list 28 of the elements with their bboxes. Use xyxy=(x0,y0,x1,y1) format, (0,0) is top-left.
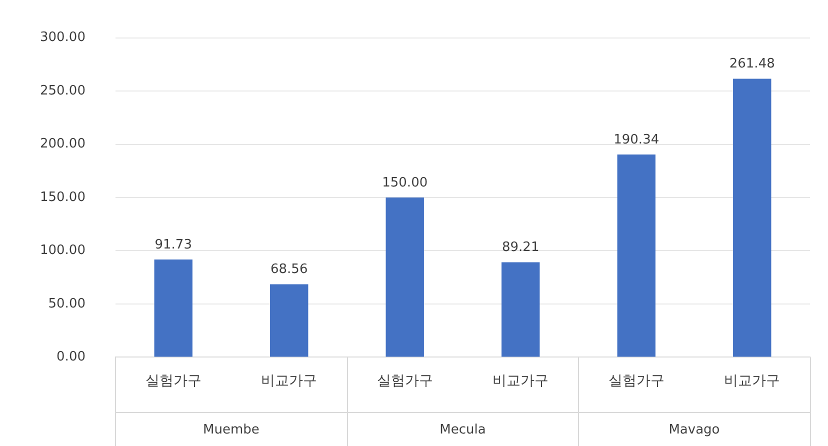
bar xyxy=(502,262,540,357)
bar xyxy=(270,284,308,357)
x-tick-label: 실험가구 xyxy=(608,373,664,390)
x-tick-label: 비교가구 xyxy=(724,373,780,390)
x-tick-label: 실험가구 xyxy=(376,373,433,390)
x-tick-label: 비교가구 xyxy=(261,373,318,390)
data-label: 68.56 xyxy=(270,262,308,278)
data-label: 261.48 xyxy=(729,56,775,72)
data-label: 89.21 xyxy=(502,240,540,256)
data-label: 190.34 xyxy=(614,132,660,148)
bar xyxy=(386,198,424,357)
text: Mavago xyxy=(668,422,720,438)
y-tick-label: 250.00 xyxy=(40,83,86,98)
data-label: 150.00 xyxy=(382,175,428,190)
y-tick-label: 200.00 xyxy=(40,136,86,152)
data-label: 91.73 xyxy=(154,237,192,252)
y-tick-label: 150.00 xyxy=(40,190,86,205)
text: Muembe xyxy=(203,422,260,438)
y-tick-label: 300.00 xyxy=(40,30,86,46)
x-tick-label: 실험가구 xyxy=(145,373,202,390)
x-tick-label: 비교가구 xyxy=(492,373,549,390)
bar xyxy=(154,260,192,357)
bar xyxy=(617,154,656,357)
y-tick-label: 50.00 xyxy=(48,296,86,312)
y-tick-label: 100.00 xyxy=(40,243,86,258)
bar xyxy=(733,78,772,357)
y-tick-label: 0.00 xyxy=(56,350,86,365)
text: Mecula xyxy=(440,422,486,438)
